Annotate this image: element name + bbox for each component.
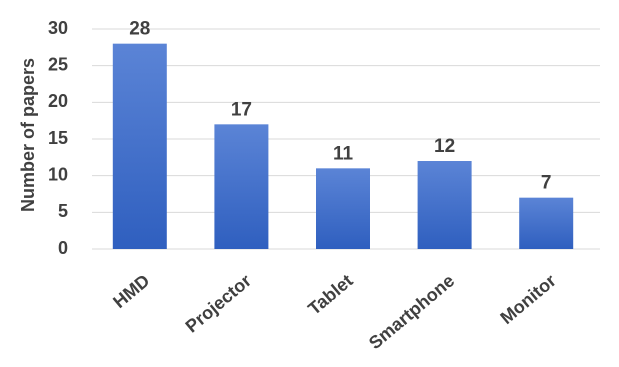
x-category-label: Monitor bbox=[496, 270, 559, 328]
x-category-label: HMD bbox=[109, 270, 153, 312]
y-tick-label: 0 bbox=[58, 238, 68, 258]
y-axis-title: Number of papers bbox=[18, 58, 38, 212]
y-tick-label: 30 bbox=[48, 18, 68, 38]
y-axis-ticks: 0 5 10 15 20 25 30 bbox=[48, 18, 68, 258]
data-label: 11 bbox=[333, 143, 354, 164]
bar-smartphone bbox=[417, 161, 472, 249]
data-label: 12 bbox=[434, 136, 455, 157]
y-tick-label: 10 bbox=[48, 164, 68, 184]
bar-tablet bbox=[316, 168, 370, 249]
data-label: 7 bbox=[541, 173, 552, 194]
y-tick-label: 5 bbox=[58, 201, 68, 221]
bar-projector bbox=[214, 124, 269, 249]
x-category-label: Tablet bbox=[304, 270, 356, 319]
bar-monitor bbox=[519, 197, 574, 249]
y-tick-label: 20 bbox=[48, 91, 68, 111]
data-labels: 28 17 11 12 7 bbox=[129, 19, 551, 194]
x-axis-categories: HMD Projector Tablet Smartphone Monitor bbox=[109, 270, 560, 353]
bars bbox=[112, 43, 574, 249]
y-tick-label: 15 bbox=[48, 128, 68, 148]
x-category-label: Projector bbox=[182, 270, 255, 336]
data-label: 17 bbox=[231, 99, 252, 120]
x-category-label: Smartphone bbox=[365, 270, 458, 353]
data-label: 28 bbox=[129, 19, 150, 40]
bar-hmd bbox=[112, 43, 167, 249]
y-tick-label: 25 bbox=[48, 54, 68, 74]
